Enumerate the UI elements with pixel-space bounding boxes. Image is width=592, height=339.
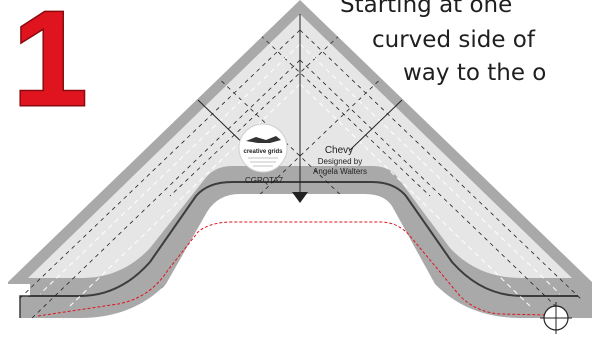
ruler-credit-line-1: Designed by — [318, 157, 362, 166]
svg-text:creative grids: creative grids — [243, 149, 283, 155]
ruler-credit-line-2: Angela Walters — [313, 167, 367, 176]
instruction-line: Starting at one — [340, 0, 513, 18]
creative-grids-logo: creative grids — [238, 123, 288, 173]
ruler-name: Chevy — [325, 145, 353, 156]
ruler-left-tab — [8, 284, 30, 318]
ruler-inner-seam — [28, 181, 578, 297]
instruction-line: way to the o — [403, 60, 547, 86]
instruction-line: curved side of — [372, 27, 535, 53]
step-number: 1 — [12, 0, 87, 134]
center-arrow-icon — [292, 192, 308, 203]
ruler-left-tab-outline — [19, 295, 30, 318]
ruler-sku: CGRQTA7 — [245, 176, 284, 185]
crosshair-target-icon — [540, 302, 572, 334]
red-dashed-guide-line — [37, 221, 549, 317]
